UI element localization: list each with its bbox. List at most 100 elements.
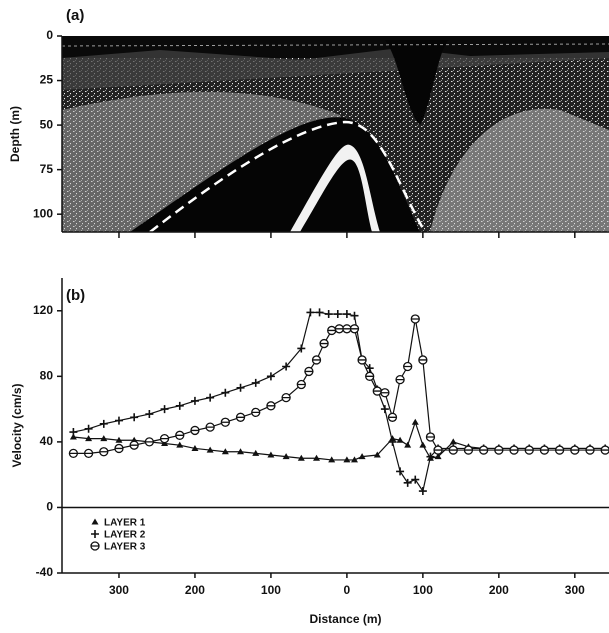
marker — [419, 441, 427, 448]
marker — [221, 388, 230, 397]
marker — [403, 478, 412, 487]
marker — [600, 445, 609, 455]
marker — [509, 445, 519, 455]
legend-label: LAYER 2 — [104, 530, 146, 541]
marker — [358, 453, 366, 460]
x-tick-label: 300 — [565, 583, 585, 597]
marker — [585, 445, 595, 455]
marker — [114, 416, 123, 425]
marker — [176, 441, 184, 448]
marker — [426, 452, 435, 461]
marker — [99, 419, 108, 428]
marker — [380, 405, 389, 414]
marker — [266, 372, 275, 381]
y-tick-label: 0 — [46, 28, 53, 42]
marker — [448, 445, 458, 455]
marker — [191, 444, 199, 451]
marker — [350, 456, 358, 463]
marker — [478, 445, 489, 455]
marker — [69, 428, 78, 437]
marker — [315, 308, 324, 317]
marker — [237, 448, 245, 455]
marker — [380, 388, 390, 398]
y-tick-label: 40 — [40, 434, 54, 448]
marker — [68, 448, 79, 458]
marker — [425, 432, 436, 442]
marker — [159, 433, 170, 444]
marker — [449, 438, 457, 445]
echogram — [61, 36, 609, 233]
marker — [463, 445, 474, 455]
marker — [267, 451, 275, 458]
marker — [115, 436, 123, 443]
marker — [282, 362, 291, 371]
marker — [350, 311, 359, 320]
marker — [304, 366, 314, 377]
marker — [160, 405, 169, 414]
marker — [69, 433, 77, 440]
series-line — [73, 311, 606, 493]
y-axis-label: Velocity (cm/s) — [10, 383, 24, 467]
marker — [410, 314, 420, 324]
marker — [252, 449, 260, 456]
marker — [494, 445, 504, 455]
marker — [251, 407, 261, 418]
marker — [411, 475, 420, 484]
marker — [434, 453, 442, 460]
marker — [175, 430, 185, 440]
marker — [130, 413, 139, 422]
marker — [554, 445, 565, 455]
marker — [206, 393, 215, 402]
marker — [306, 308, 315, 317]
y-tick-label: 100 — [33, 206, 53, 220]
marker — [83, 448, 94, 458]
marker — [206, 446, 214, 453]
marker — [266, 401, 276, 411]
marker — [313, 454, 321, 461]
marker — [342, 324, 352, 334]
marker — [190, 396, 199, 405]
x-tick-label: 200 — [489, 583, 509, 597]
x-tick-label: 200 — [185, 583, 205, 597]
marker — [281, 393, 291, 403]
legend-label: LAYER 3 — [104, 542, 146, 553]
x-axis-label: Distance (m) — [309, 612, 381, 626]
marker — [328, 456, 336, 463]
marker — [100, 435, 108, 442]
marker — [190, 425, 200, 436]
marker — [311, 355, 322, 365]
marker — [349, 324, 360, 334]
legend-label: LAYER 1 — [104, 518, 146, 529]
marker — [396, 467, 405, 476]
marker — [297, 344, 306, 353]
series-line — [73, 318, 606, 454]
y-tick-label: 0 — [46, 500, 53, 514]
marker — [387, 412, 398, 422]
marker — [84, 424, 93, 433]
marker — [205, 422, 215, 432]
marker — [235, 412, 246, 422]
marker — [175, 401, 184, 410]
marker — [114, 443, 124, 454]
y-tick-label: 75 — [40, 162, 54, 176]
panel-title: (a) — [66, 7, 84, 24]
marker — [395, 374, 405, 385]
y-tick-label: 25 — [40, 73, 54, 87]
marker — [411, 418, 419, 425]
marker — [327, 325, 337, 336]
marker — [418, 487, 427, 496]
marker — [145, 410, 154, 419]
marker — [282, 453, 290, 460]
marker — [539, 445, 550, 455]
marker — [296, 379, 306, 390]
legend-marker — [90, 541, 100, 551]
marker — [365, 371, 375, 381]
marker — [221, 448, 229, 455]
marker — [334, 324, 344, 334]
marker — [343, 456, 351, 463]
y-tick-label: 50 — [40, 117, 54, 131]
marker — [403, 361, 413, 372]
x-tick-label: 100 — [261, 583, 281, 597]
marker — [373, 451, 381, 458]
